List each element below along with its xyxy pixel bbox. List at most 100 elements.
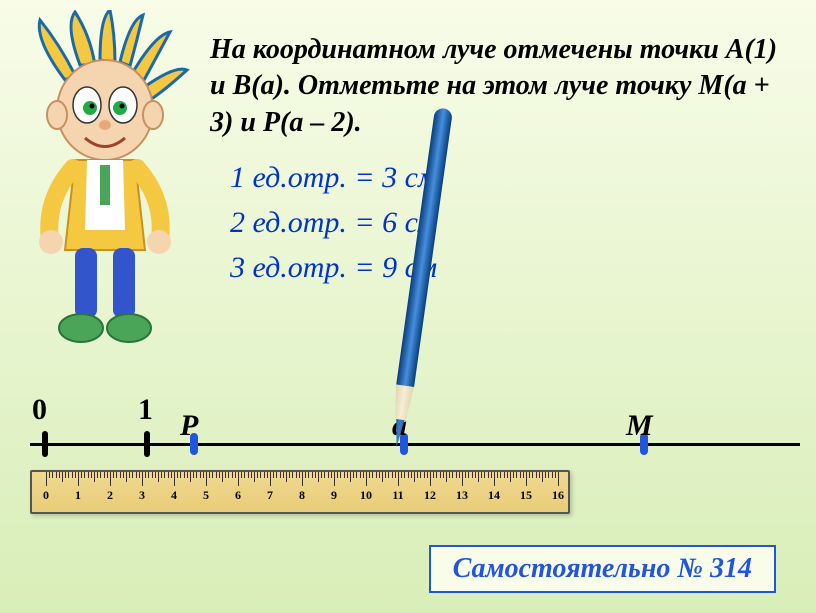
ruler-tick-minor bbox=[372, 472, 373, 478]
ruler-tick-minor bbox=[433, 472, 434, 478]
ruler-number: 0 bbox=[43, 488, 49, 503]
ruler-tick-minor bbox=[312, 472, 313, 478]
ruler-tick-minor bbox=[49, 472, 50, 478]
ruler-number: 2 bbox=[107, 488, 113, 503]
ruler-tick-major bbox=[46, 472, 47, 486]
ruler-tick-minor bbox=[360, 472, 361, 478]
ruler-tick-minor bbox=[545, 472, 546, 478]
ruler-tick-minor bbox=[414, 472, 415, 482]
ruler-tick-major bbox=[430, 472, 431, 486]
ruler-tick-minor bbox=[488, 472, 489, 478]
ruler-tick-major bbox=[526, 472, 527, 486]
ruler-tick-minor bbox=[94, 472, 95, 482]
ruler-tick-minor bbox=[283, 472, 284, 478]
ruler-tick-major bbox=[270, 472, 271, 486]
ruler-number: 10 bbox=[360, 488, 372, 503]
ruler-tick-minor bbox=[340, 472, 341, 478]
ruler-tick-minor bbox=[532, 472, 533, 478]
ruler-tick-minor bbox=[193, 472, 194, 478]
ruler-tick-minor bbox=[456, 472, 457, 478]
axis-tick bbox=[144, 431, 150, 457]
ruler-tick-minor bbox=[369, 472, 370, 478]
cartoon-character bbox=[15, 10, 195, 360]
ruler-tick-minor bbox=[523, 472, 524, 478]
ruler-tick-minor bbox=[452, 472, 453, 478]
ruler-number: 11 bbox=[392, 488, 403, 503]
pencil-tip bbox=[390, 418, 408, 448]
ruler-tick-minor bbox=[481, 472, 482, 478]
ruler-tick-minor bbox=[484, 472, 485, 478]
ruler-tick-minor bbox=[459, 472, 460, 478]
ruler-tick-major bbox=[206, 472, 207, 486]
ruler-number: 1 bbox=[75, 488, 81, 503]
ruler-tick-minor bbox=[555, 472, 556, 478]
ruler-tick-minor bbox=[65, 472, 66, 478]
axis-point-label: М bbox=[626, 409, 653, 443]
ruler-tick-minor bbox=[75, 472, 76, 478]
ruler-tick-minor bbox=[276, 472, 277, 478]
ruler-tick-minor bbox=[180, 472, 181, 478]
ruler-number: 9 bbox=[331, 488, 337, 503]
ruler-tick-minor bbox=[155, 472, 156, 478]
axis-label: 1 bbox=[138, 393, 153, 427]
ruler-tick-minor bbox=[328, 472, 329, 478]
ruler-number: 6 bbox=[235, 488, 241, 503]
ruler-tick-major bbox=[366, 472, 367, 486]
pencil-body bbox=[396, 107, 453, 387]
ruler-tick-minor bbox=[468, 472, 469, 478]
ruler-tick-minor bbox=[529, 472, 530, 478]
ruler-tick-minor bbox=[257, 472, 258, 478]
ruler-tick-minor bbox=[507, 472, 508, 478]
homework-reference: Самостоятельно № 314 bbox=[429, 545, 776, 593]
ruler-tick-major bbox=[494, 472, 495, 486]
ruler-tick-minor bbox=[286, 472, 287, 482]
ruler-tick-minor bbox=[251, 472, 252, 478]
ruler-tick-minor bbox=[404, 472, 405, 478]
ruler-tick-minor bbox=[344, 472, 345, 478]
ruler-tick-minor bbox=[449, 472, 450, 478]
ruler-tick-minor bbox=[500, 472, 501, 478]
ruler-tick-minor bbox=[443, 472, 444, 478]
ruler-tick-minor bbox=[216, 472, 217, 478]
ruler-tick-minor bbox=[465, 472, 466, 478]
ruler-tick-minor bbox=[88, 472, 89, 478]
ruler-tick-minor bbox=[516, 472, 517, 478]
ruler-tick-minor bbox=[148, 472, 149, 478]
ruler-number: 7 bbox=[267, 488, 273, 503]
ruler-tick-minor bbox=[244, 472, 245, 478]
ruler-tick-minor bbox=[235, 472, 236, 478]
ruler-tick-minor bbox=[104, 472, 105, 478]
ruler-tick-minor bbox=[321, 472, 322, 478]
ruler-tick-minor bbox=[62, 472, 63, 482]
ruler-tick-major bbox=[398, 472, 399, 486]
ruler-tick-minor bbox=[420, 472, 421, 478]
ruler-tick-minor bbox=[200, 472, 201, 478]
ruler-tick-minor bbox=[203, 472, 204, 478]
axis-point-label: Р bbox=[180, 409, 198, 443]
ruler-tick-minor bbox=[136, 472, 137, 478]
ruler-number: 5 bbox=[203, 488, 209, 503]
ruler-number: 16 bbox=[552, 488, 564, 503]
ruler-tick-minor bbox=[123, 472, 124, 478]
ruler-number: 4 bbox=[171, 488, 177, 503]
ruler-number: 3 bbox=[139, 488, 145, 503]
axis-label: 0 bbox=[32, 393, 47, 427]
ruler-number: 8 bbox=[299, 488, 305, 503]
ruler-tick-minor bbox=[324, 472, 325, 478]
ruler-tick-minor bbox=[440, 472, 441, 478]
ruler-tick-minor bbox=[411, 472, 412, 478]
ruler-tick-minor bbox=[475, 472, 476, 478]
ruler-tick-minor bbox=[376, 472, 377, 478]
ruler-tick-minor bbox=[388, 472, 389, 478]
ruler-tick-minor bbox=[161, 472, 162, 478]
ruler-tick-minor bbox=[248, 472, 249, 478]
ruler-tick-minor bbox=[84, 472, 85, 478]
ruler-tick-minor bbox=[315, 472, 316, 478]
ruler-tick-minor bbox=[81, 472, 82, 478]
ruler-tick-major bbox=[110, 472, 111, 486]
ruler-tick-minor bbox=[264, 472, 265, 478]
problem-statement: На координатном луче отмечены точки А(1)… bbox=[210, 32, 790, 141]
ruler-tick-minor bbox=[504, 472, 505, 478]
ruler-tick-minor bbox=[472, 472, 473, 478]
ruler-tick-minor bbox=[308, 472, 309, 478]
